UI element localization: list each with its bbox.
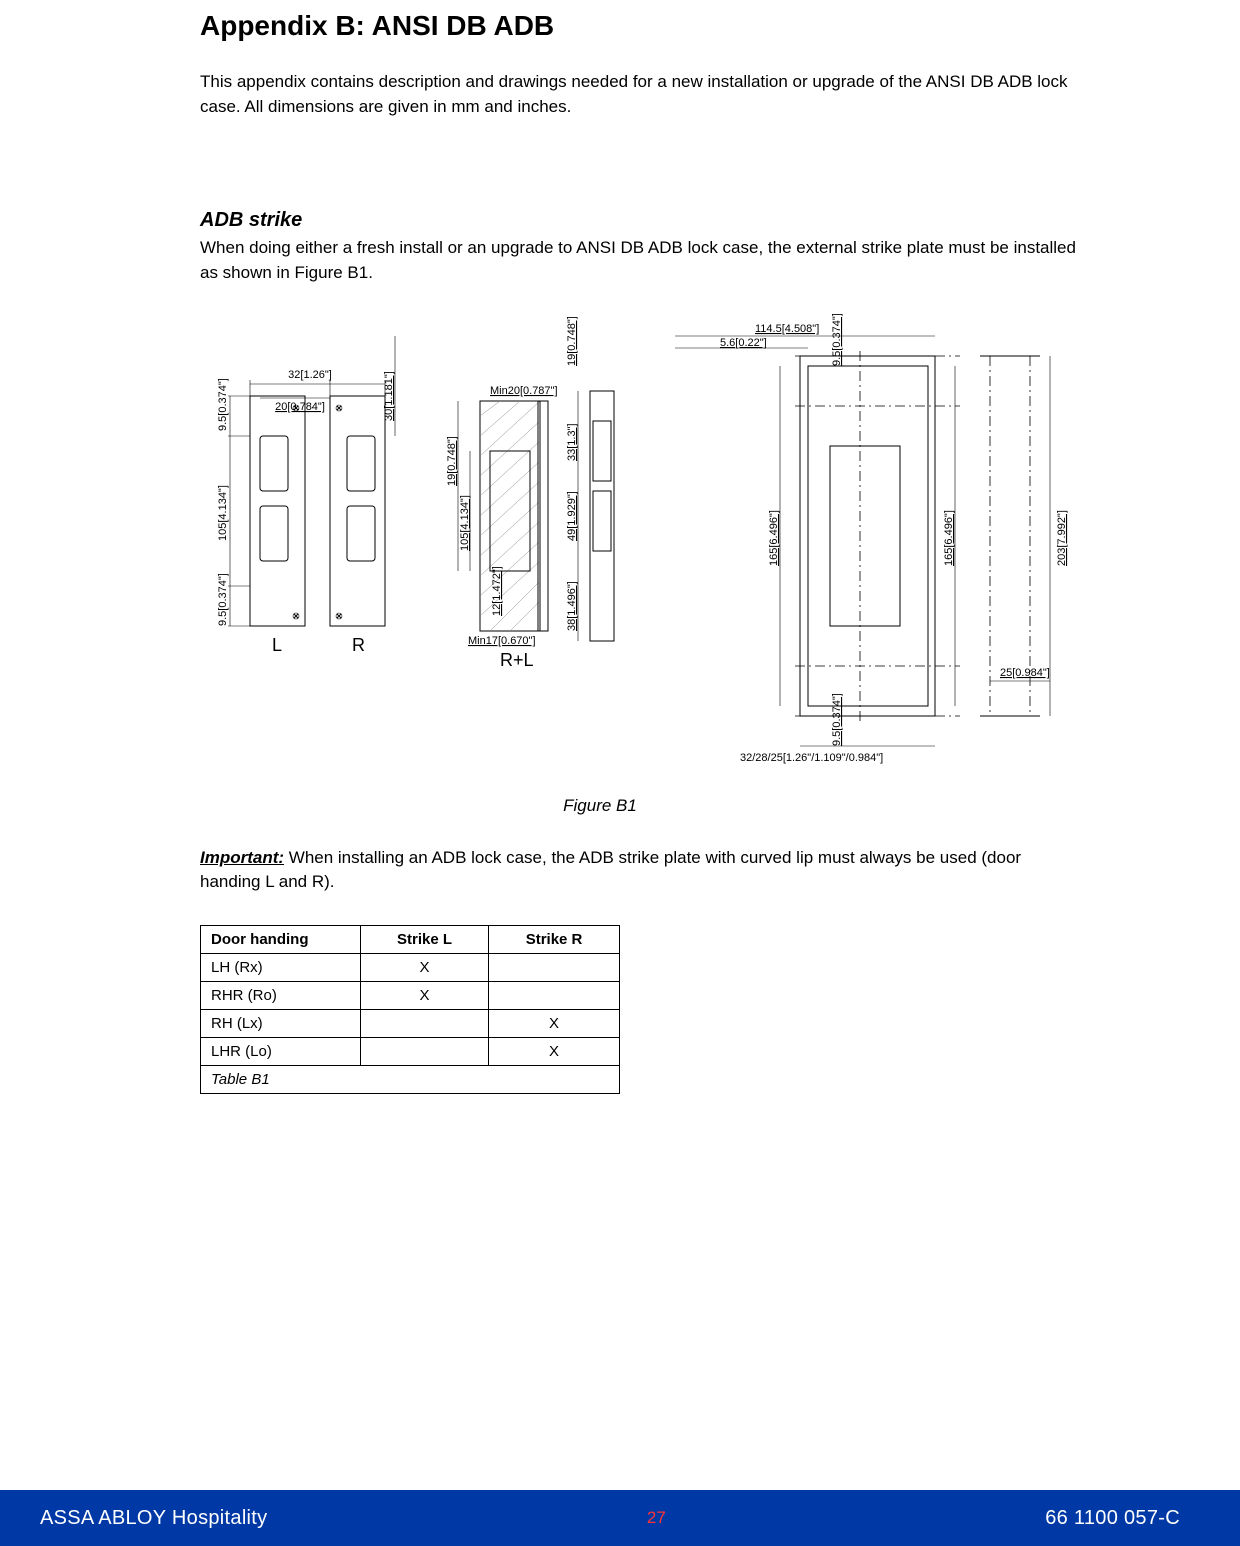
dim-19a: 19[0.748"] (446, 436, 458, 486)
dim-9-5c: 9.5[0.374"] (831, 313, 843, 366)
cell: RH (Lx) (201, 1009, 361, 1037)
intro-text: This appendix contains description and d… (200, 70, 1080, 119)
dim-min17: Min17[0.670"] (468, 635, 536, 647)
cell: X (489, 1009, 620, 1037)
dim-203: 203[7.992"] (1056, 510, 1068, 566)
dim-30: 30[1.181"] (383, 371, 395, 421)
table-row: LHR (Lo) X (201, 1037, 620, 1065)
cell: X (489, 1037, 620, 1065)
cell (361, 1037, 489, 1065)
table-caption-row: Table B1 (201, 1065, 620, 1093)
cell: LH (Rx) (201, 953, 361, 981)
dim-114: 114.5[4.508"] (755, 323, 819, 335)
page-title: Appendix B: ANSI DB ADB (200, 10, 1080, 42)
col-strike-l: Strike L (361, 925, 489, 953)
label-rl: R+L (500, 650, 534, 670)
dim-9-5a: 9.5[0.374"] (217, 378, 229, 431)
dim-20: 20[0.784"] (275, 401, 325, 413)
label-r: R (352, 635, 365, 655)
cell: LHR (Lo) (201, 1037, 361, 1065)
dim-49: 49[1.929"] (566, 491, 578, 541)
cell: X (361, 953, 489, 981)
label-l: L (272, 635, 282, 655)
dim-32: 32[1.26"] (288, 369, 332, 381)
dim-9-5d: 9.5[0.374"] (831, 693, 843, 746)
dim-5-6: 5.6[0.22"] (720, 337, 767, 349)
table-caption: Table B1 (201, 1065, 620, 1093)
section-heading: ADB strike (200, 209, 1080, 232)
table-row: RH (Lx) X (201, 1009, 620, 1037)
table-header-row: Door handing Strike L Strike R (201, 925, 620, 953)
dim-min20: Min20[0.787"] (490, 385, 558, 397)
strike-table: Door handing Strike L Strike R LH (Rx) X… (200, 925, 620, 1094)
cell (361, 1009, 489, 1037)
dim-165b: 165[6.496"] (943, 510, 955, 566)
dim-38: 38[1.496"] (566, 581, 578, 631)
page-footer: ASSA ABLOY Hospitality 27 66 1100 057-C (0, 1490, 1240, 1546)
dim-25: 25[0.984"] (1000, 667, 1050, 679)
dim-33: 33[1.3"] (566, 423, 578, 461)
table-row: LH (Rx) X (201, 953, 620, 981)
dim-105b: 105[4.134"] (459, 495, 471, 551)
dim-19b: 19[0.748"] (566, 316, 578, 366)
cell: RHR (Ro) (201, 981, 361, 1009)
figure-b1: L R 9.5[0.374"] 105[4.134"] 9.5[0.374"] … (200, 306, 1080, 786)
technical-drawing: L R 9.5[0.374"] 105[4.134"] 9.5[0.374"] … (200, 306, 1080, 786)
dim-165a: 165[6.496"] (768, 510, 780, 566)
table-row: RHR (Ro) X (201, 981, 620, 1009)
cell (489, 981, 620, 1009)
important-text: When installing an ADB lock case, the AD… (200, 848, 1021, 892)
important-label: Important: (200, 848, 284, 867)
section-text: When doing either a fresh install or an … (200, 236, 1080, 285)
col-strike-r: Strike R (489, 925, 620, 953)
footer-page-number: 27 (647, 1508, 666, 1528)
col-door-handing: Door handing (201, 925, 361, 953)
dim-bottom: 32/28/25[1.26"/1.109"/0.984"] (740, 752, 883, 764)
dim-12: 12[1.472"] (491, 566, 503, 616)
cell (489, 953, 620, 981)
footer-brand: ASSA ABLOY Hospitality (40, 1507, 267, 1530)
footer-doc-number: 66 1100 057-C (1045, 1507, 1180, 1530)
dim-9-5b: 9.5[0.374"] (217, 573, 229, 626)
dim-105: 105[4.134"] (217, 485, 229, 541)
important-note: Important: When installing an ADB lock c… (200, 846, 1080, 895)
cell: X (361, 981, 489, 1009)
figure-caption: Figure B1 (200, 796, 1080, 816)
